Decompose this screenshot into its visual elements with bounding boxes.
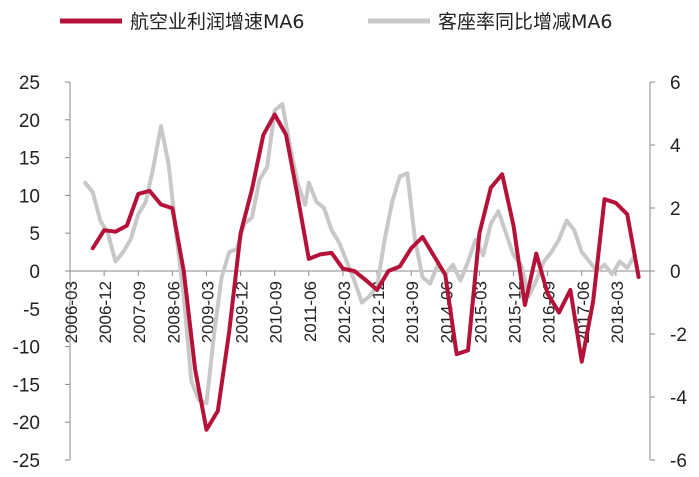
legend-item-2: 客座率同比增减MA6 [368,11,612,33]
legend-label: 航空业利润增速MA6 [130,11,304,33]
x-tick-label: 2006-12 [96,281,115,343]
x-tick-label: 2006-03 [62,281,81,343]
legend: 航空业利润增速MA6 客座率同比增减MA6 [60,11,612,33]
right-tick-label: -2 [670,325,687,346]
x-tick-label: 2016-09 [540,281,559,343]
left-tick-label: 15 [19,149,40,170]
right-tick-label: -6 [670,451,687,472]
left-tick-label: -15 [13,375,40,396]
x-tick-label: 2012-03 [335,281,354,343]
left-tick-label: -20 [13,413,40,434]
x-tick-label: 2013-09 [403,281,422,343]
series-line-2 [83,102,637,406]
left-tick-label: -25 [13,451,40,472]
right-tick-label: 0 [670,262,681,283]
x-tick-label: 2007-09 [130,281,149,343]
x-tick-label: 2015-12 [506,281,525,343]
chart-series [83,102,641,432]
x-tick-label: 2011-06 [301,281,320,342]
left-tick-label: -10 [13,338,40,359]
x-tick-label: 2018-03 [608,281,627,343]
x-tick-label: 2015-03 [471,281,490,343]
right-tick-label: 6 [670,73,681,94]
left-tick-label: -5 [23,300,40,321]
series-line-1 [90,112,641,432]
right-tick-label: 4 [670,136,681,157]
x-axis-ticks: 2006-03 2006-12 2007-09 2008-06 2009-03 2009-… [62,271,627,343]
x-tick-label: 2010-09 [267,281,286,343]
legend-item-1: 航空业利润增速MA6 [60,11,304,33]
x-tick-label: 2012-12 [369,281,388,343]
x-tick-label: 2008-06 [164,281,183,343]
left-tick-label: 25 [19,73,40,94]
left-tick-label: 20 [19,111,40,132]
legend-label: 客座率同比增减MA6 [438,11,612,33]
left-tick-label: 10 [19,186,40,207]
x-tick-label: 2009-03 [198,281,217,343]
x-tick-label: 2009-12 [233,281,252,343]
right-tick-label: -4 [670,388,687,409]
left-tick-label: 0 [29,262,40,283]
left-tick-label: 5 [29,224,40,245]
right-tick-label: 2 [670,199,681,220]
